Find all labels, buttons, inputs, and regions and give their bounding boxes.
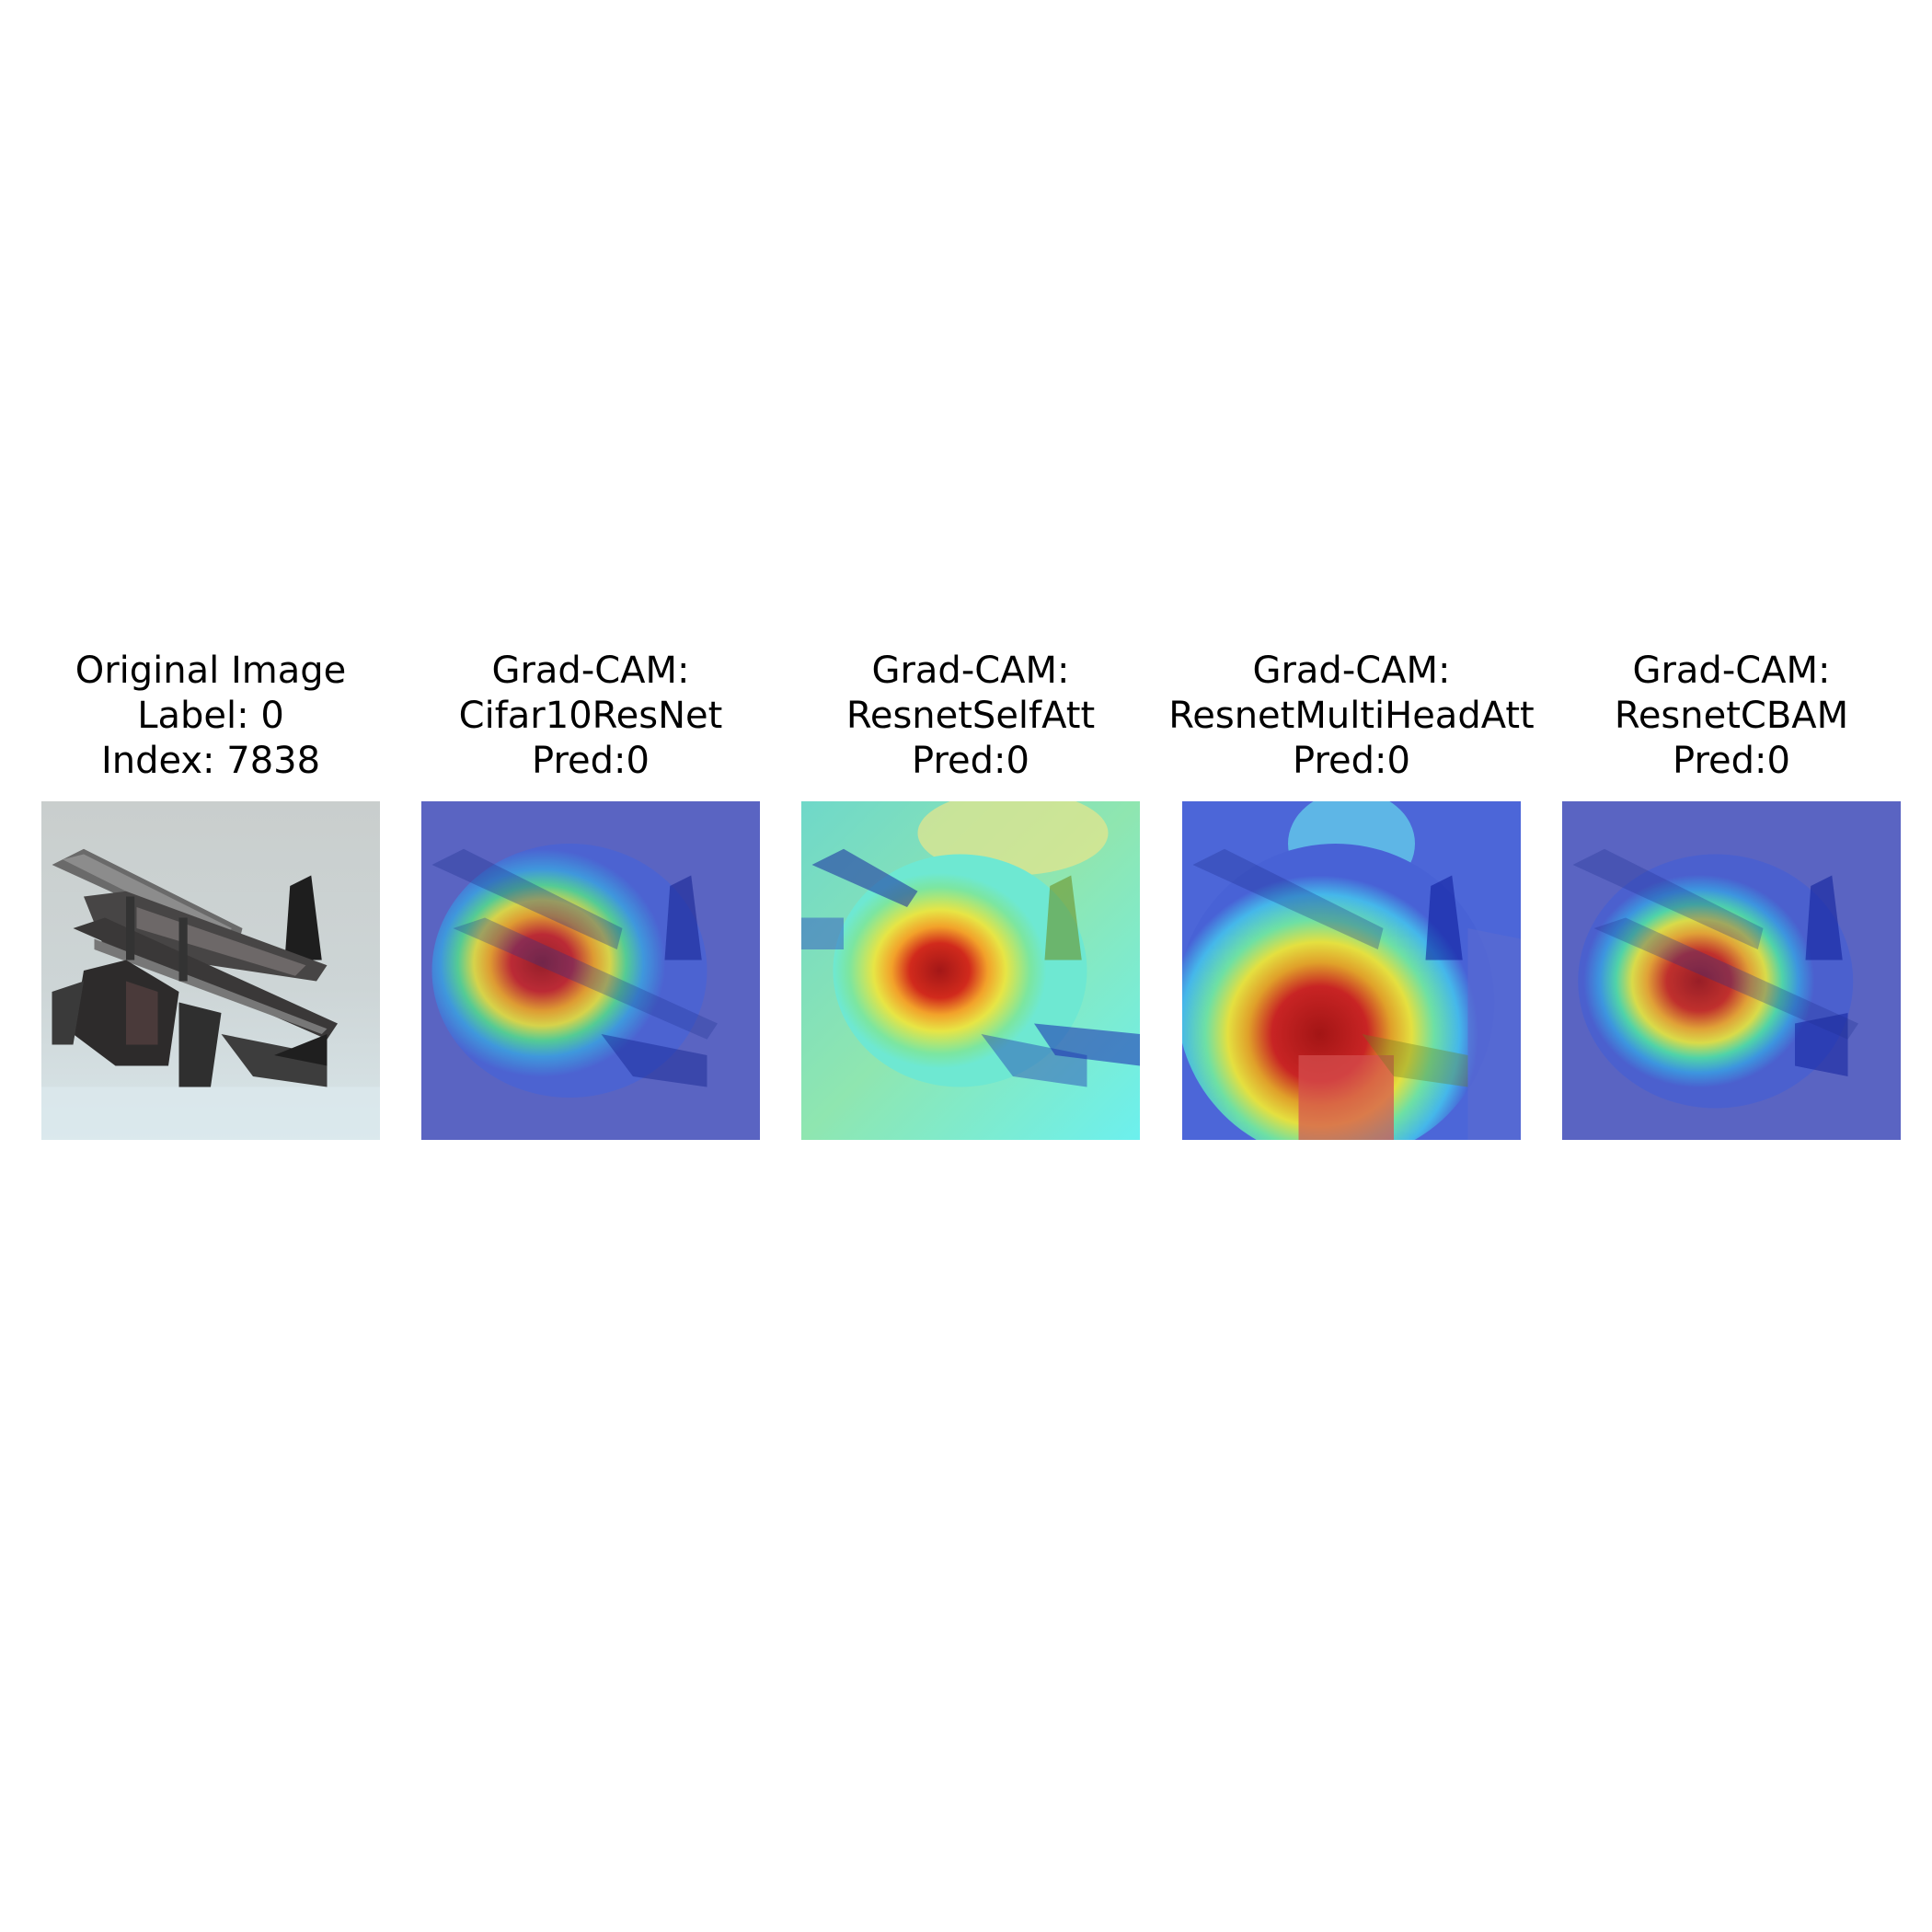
title-line-2: ResnetSelfAtt	[845, 695, 1096, 737]
title-line-1: Grad-CAM:	[1632, 650, 1831, 692]
panel-title: Grad-CAM: ResnetSelfAtt Pred:0	[746, 649, 1195, 784]
gradcam-heatmap-resnetmultiheadatt	[1182, 801, 1521, 1140]
title-line-2: Label: 0	[137, 695, 284, 737]
title-line-2: Cifar10ResNet	[458, 695, 723, 737]
gradcam-heatmap-resnetcbam	[1562, 801, 1901, 1140]
title-line-1: Grad-CAM:	[1252, 650, 1451, 692]
title-line-1: Grad-CAM:	[871, 650, 1070, 692]
title-line-3: Pred:0	[1673, 740, 1790, 782]
panel-title: Grad-CAM: Cifar10ResNet Pred:0	[366, 649, 815, 784]
panel-title: Grad-CAM: ResnetCBAM Pred:0	[1507, 649, 1932, 784]
gradcam-heatmap-cifar10resnet	[421, 801, 760, 1140]
panel-title: Original Image Label: 0 Index: 7838	[0, 649, 435, 784]
title-line-1: Grad-CAM:	[491, 650, 690, 692]
panel-title: Grad-CAM: ResnetMultiHeadAtt Pred:0	[1127, 649, 1576, 784]
title-line-3: Index: 7838	[100, 740, 321, 782]
title-line-3: Pred:0	[912, 740, 1029, 782]
original-airplane-image	[41, 801, 380, 1140]
title-line-3: Pred:0	[1293, 740, 1410, 782]
title-line-1: Original Image	[75, 650, 347, 692]
title-line-2: ResnetCBAM	[1614, 695, 1849, 737]
gradcam-heatmap-resnetselfatt	[801, 801, 1140, 1140]
title-line-2: ResnetMultiHeadAtt	[1168, 695, 1535, 737]
title-line-3: Pred:0	[532, 740, 650, 782]
